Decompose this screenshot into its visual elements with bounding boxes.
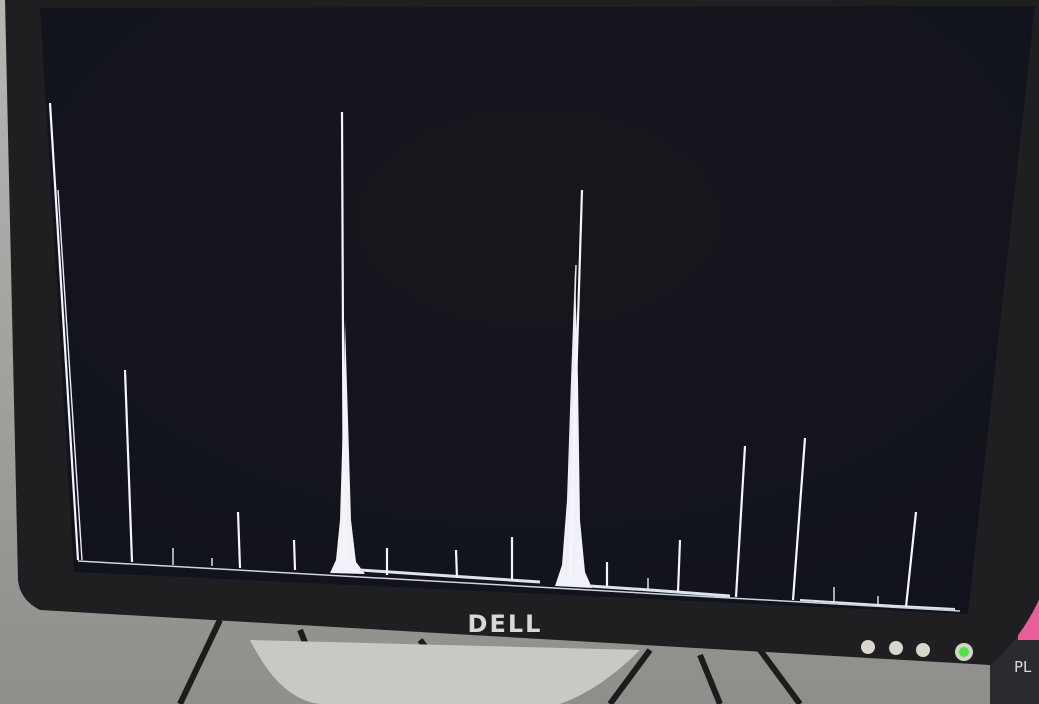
monitor-button[interactable] xyxy=(889,641,903,655)
side-label: PL xyxy=(1014,658,1032,676)
screen xyxy=(40,6,1035,614)
brand-logo: DELL xyxy=(468,610,543,638)
monitor-button[interactable] xyxy=(916,643,930,657)
monitor-stand xyxy=(250,640,640,704)
monitor-button[interactable] xyxy=(861,640,875,654)
page: {"monitor": {"brand": "DELL"}, "backgrou… xyxy=(0,0,1039,704)
power-led xyxy=(959,647,969,657)
photo: PL DELL xyxy=(0,0,1039,704)
